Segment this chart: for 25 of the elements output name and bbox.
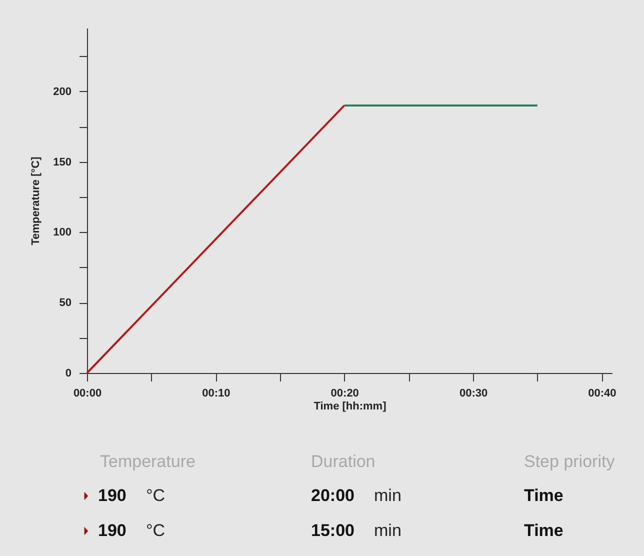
y-tick-label: 200 — [53, 86, 72, 98]
x-tick-label: 00:40 — [588, 388, 616, 400]
y-tick-label: 150 — [53, 156, 72, 168]
x-tick-label: 00:20 — [330, 388, 359, 400]
y-tick-label: 100 — [53, 226, 72, 239]
x-tick-label: 00:30 — [459, 388, 488, 400]
text: Temperature — [100, 452, 196, 471]
text: 15:00 — [311, 521, 354, 540]
text: °C — [146, 486, 166, 505]
text: °C — [146, 521, 166, 540]
x-axis-title: Time [hh:mm] — [314, 400, 387, 412]
text: Step priority — [524, 452, 616, 471]
x-tick-label: 00:10 — [202, 388, 230, 400]
text: Time — [524, 521, 564, 540]
text: min — [374, 521, 402, 540]
text: 190 — [98, 486, 126, 505]
text: Time — [524, 486, 564, 505]
text: min — [374, 486, 402, 505]
y-tick-label: 50 — [59, 297, 72, 310]
text: 20:00 — [311, 486, 354, 505]
text: Duration — [311, 452, 376, 471]
y-axis-title: Temperature [°C] — [30, 156, 42, 246]
y-tick-label: 0 — [65, 368, 72, 380]
x-tick-label: 00:00 — [73, 388, 102, 400]
text: 190 — [98, 521, 126, 540]
